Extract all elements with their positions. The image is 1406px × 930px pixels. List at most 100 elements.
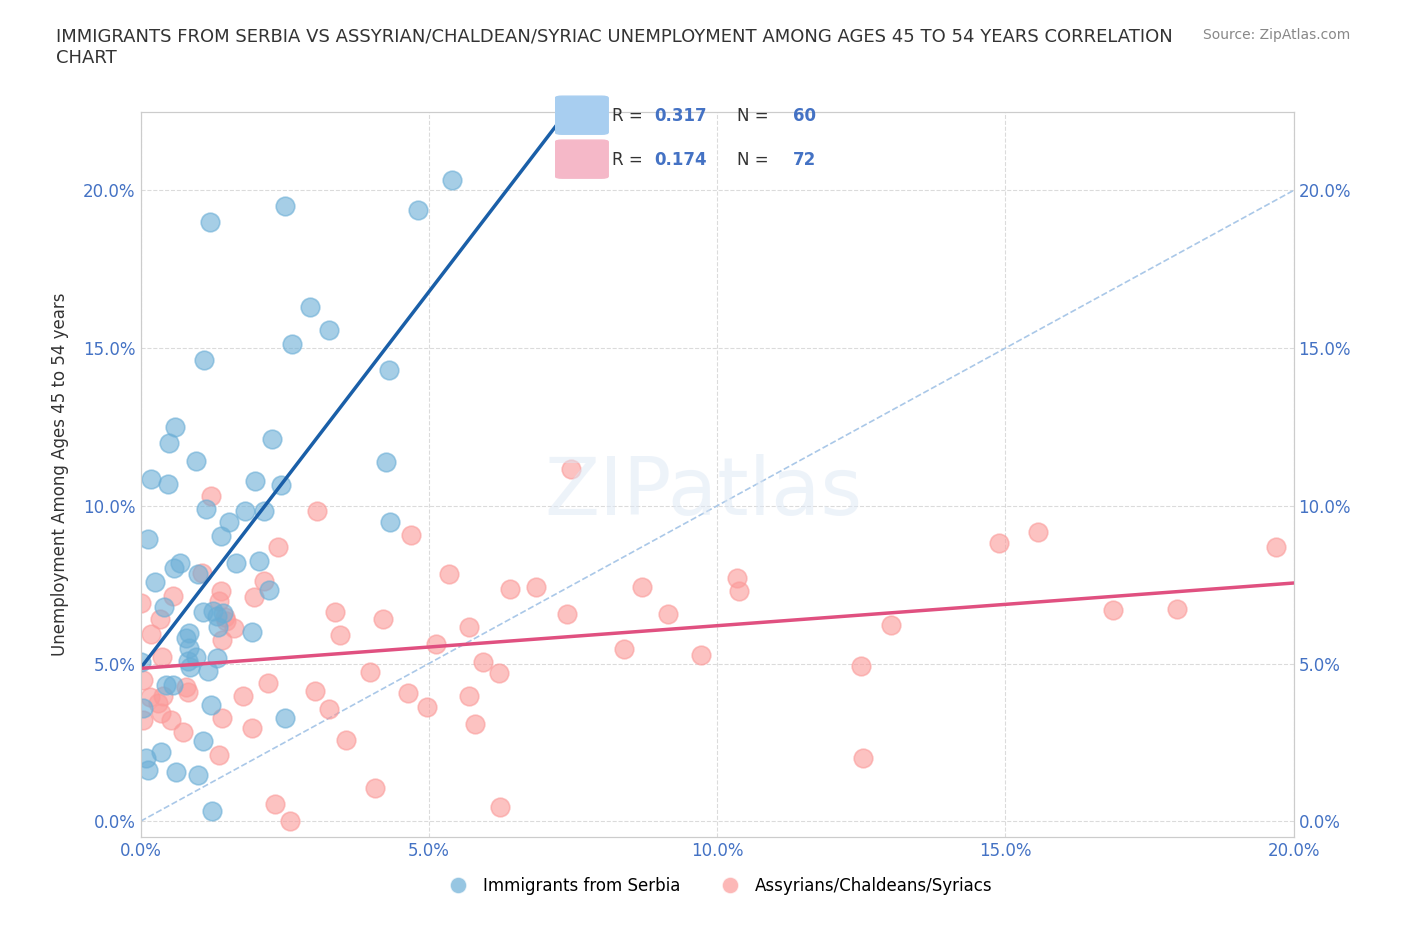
Point — [193, 604, 215, 619]
Point — [214, 610, 236, 625]
Point — [138, 532, 160, 547]
Point — [257, 675, 280, 690]
Point — [472, 655, 495, 670]
Point — [162, 589, 184, 604]
Point — [488, 799, 510, 814]
Point — [488, 666, 510, 681]
Point — [555, 606, 578, 621]
Point — [169, 555, 191, 570]
Point — [211, 711, 233, 725]
Point — [174, 679, 197, 694]
Point — [728, 584, 751, 599]
Point — [201, 804, 224, 818]
Point — [145, 575, 167, 590]
Point — [153, 600, 176, 615]
Point — [162, 677, 184, 692]
Point — [240, 625, 263, 640]
Point — [209, 584, 232, 599]
Point — [425, 636, 447, 651]
Point — [264, 797, 287, 812]
Point — [458, 619, 481, 634]
Point — [371, 611, 394, 626]
Point — [139, 627, 162, 642]
Point — [129, 596, 152, 611]
Point — [270, 477, 292, 492]
Point — [690, 648, 713, 663]
Point — [274, 199, 297, 214]
Point — [225, 556, 247, 571]
Text: N =: N = — [737, 107, 773, 125]
Point — [191, 734, 214, 749]
Point — [464, 717, 486, 732]
Text: 72: 72 — [793, 151, 817, 168]
Point — [212, 605, 235, 620]
Text: N =: N = — [737, 151, 773, 168]
Point — [208, 748, 231, 763]
Point — [186, 454, 208, 469]
Point — [375, 455, 398, 470]
Legend: Immigrants from Serbia, Assyrians/Chaldeans/Syriacs: Immigrants from Serbia, Assyrians/Chalde… — [434, 870, 1000, 901]
Point — [190, 565, 212, 580]
Point — [165, 419, 187, 434]
Point — [318, 322, 340, 337]
Point — [378, 363, 401, 378]
Point — [174, 631, 197, 645]
Point — [187, 768, 209, 783]
Point — [139, 472, 162, 486]
Point — [280, 814, 302, 829]
Point — [195, 501, 218, 516]
Point — [267, 540, 290, 555]
Text: Source: ZipAtlas.com: Source: ZipAtlas.com — [1202, 28, 1350, 42]
Point — [211, 633, 233, 648]
Point — [198, 215, 221, 230]
Point — [498, 581, 520, 596]
Point — [172, 724, 194, 739]
Point — [177, 653, 200, 668]
FancyBboxPatch shape — [555, 96, 609, 134]
Point — [177, 626, 200, 641]
Point — [152, 688, 174, 703]
Point — [132, 700, 155, 715]
Point — [200, 488, 222, 503]
Point — [304, 684, 326, 698]
Point — [1310, 603, 1333, 618]
Point — [457, 689, 479, 704]
Point — [987, 535, 1010, 550]
Point — [378, 515, 401, 530]
Point — [200, 698, 222, 712]
Point — [852, 751, 875, 765]
Point — [245, 474, 267, 489]
Point — [149, 706, 172, 721]
Point — [218, 515, 240, 530]
Text: 0.317: 0.317 — [654, 107, 707, 125]
Point — [440, 173, 463, 188]
Text: 0.174: 0.174 — [654, 151, 707, 168]
Point — [207, 619, 229, 634]
Point — [880, 618, 903, 632]
Point — [1102, 603, 1125, 618]
Point — [359, 665, 381, 680]
Point — [849, 658, 872, 673]
Point — [149, 611, 172, 626]
Point — [177, 641, 200, 656]
Point — [201, 604, 224, 618]
Point — [401, 527, 423, 542]
Point — [1265, 539, 1288, 554]
Point — [129, 655, 152, 670]
Point — [318, 701, 340, 716]
Point — [613, 642, 636, 657]
Point — [197, 663, 219, 678]
Point — [207, 609, 229, 624]
Point — [179, 659, 201, 674]
Point — [139, 690, 162, 705]
Point — [156, 476, 179, 491]
Y-axis label: Unemployment Among Ages 45 to 54 years: Unemployment Among Ages 45 to 54 years — [52, 293, 69, 656]
Point — [273, 711, 295, 725]
Point — [437, 566, 460, 581]
Point — [187, 566, 209, 581]
Point — [165, 765, 187, 780]
Point — [262, 432, 284, 446]
FancyBboxPatch shape — [555, 140, 609, 179]
Text: IMMIGRANTS FROM SERBIA VS ASSYRIAN/CHALDEAN/SYRIAC UNEMPLOYMENT AMONG AGES 45 TO: IMMIGRANTS FROM SERBIA VS ASSYRIAN/CHALD… — [56, 28, 1173, 67]
Point — [630, 579, 652, 594]
